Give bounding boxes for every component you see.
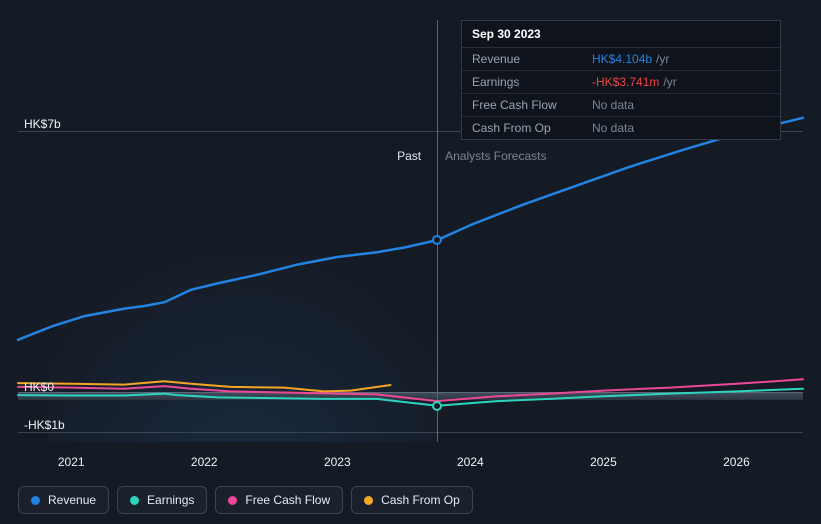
y-axis-tick-label: -HK$1b [24, 418, 65, 432]
x-axis-tick-label: 2021 [58, 455, 85, 469]
tooltip-date: Sep 30 2023 [462, 21, 780, 48]
tooltip-row-unit: /yr [663, 75, 676, 89]
chart-tooltip: Sep 30 2023 RevenueHK$4.104b/yrEarnings-… [461, 20, 781, 140]
x-axis-tick-label: 2024 [457, 455, 484, 469]
tooltip-row-label: Revenue [472, 52, 592, 66]
series-line-revenue [18, 118, 803, 340]
tooltip-row: Earnings-HK$3.741m/yr [462, 71, 780, 94]
tooltip-row-unit: /yr [656, 52, 669, 66]
y-axis-tick-label: HK$0 [24, 380, 54, 394]
x-axis-tick-label: 2022 [191, 455, 218, 469]
hover-marker-revenue [432, 235, 442, 245]
tooltip-row-value: No data [592, 98, 634, 112]
financials-chart: Past Analysts Forecasts HK$7bHK$0-HK$1b … [0, 0, 821, 524]
legend-dot-icon [130, 496, 139, 505]
legend-item-label: Free Cash Flow [245, 493, 330, 507]
legend-item-label: Revenue [48, 493, 96, 507]
tooltip-row: Cash From OpNo data [462, 117, 780, 139]
series-line-fcf [18, 379, 803, 401]
tooltip-row-label: Earnings [472, 75, 592, 89]
x-axis-tick-label: 2026 [723, 455, 750, 469]
chart-legend: Revenue Earnings Free Cash Flow Cash From O… [18, 486, 473, 514]
legend-item-label: Earnings [147, 493, 194, 507]
tooltip-row: RevenueHK$4.104b/yr [462, 48, 780, 71]
x-axis-tick-label: 2023 [324, 455, 351, 469]
legend-item-label: Cash From Op [381, 493, 460, 507]
legend-item-earnings[interactable]: Earnings [117, 486, 207, 514]
tooltip-row-value: No data [592, 121, 634, 135]
y-axis-tick-label: HK$7b [24, 117, 61, 131]
legend-dot-icon [364, 496, 373, 505]
tooltip-row: Free Cash FlowNo data [462, 94, 780, 117]
legend-item-fcf[interactable]: Free Cash Flow [215, 486, 343, 514]
legend-dot-icon [228, 496, 237, 505]
tooltip-row-value: HK$4.104b [592, 52, 652, 66]
x-axis-tick-label: 2025 [590, 455, 617, 469]
legend-dot-icon [31, 496, 40, 505]
tooltip-row-label: Free Cash Flow [472, 98, 592, 112]
legend-item-revenue[interactable]: Revenue [18, 486, 109, 514]
legend-item-cfo[interactable]: Cash From Op [351, 486, 473, 514]
tooltip-row-label: Cash From Op [472, 121, 592, 135]
hover-marker-earnings [432, 401, 442, 411]
tooltip-row-value: -HK$3.741m [592, 75, 659, 89]
